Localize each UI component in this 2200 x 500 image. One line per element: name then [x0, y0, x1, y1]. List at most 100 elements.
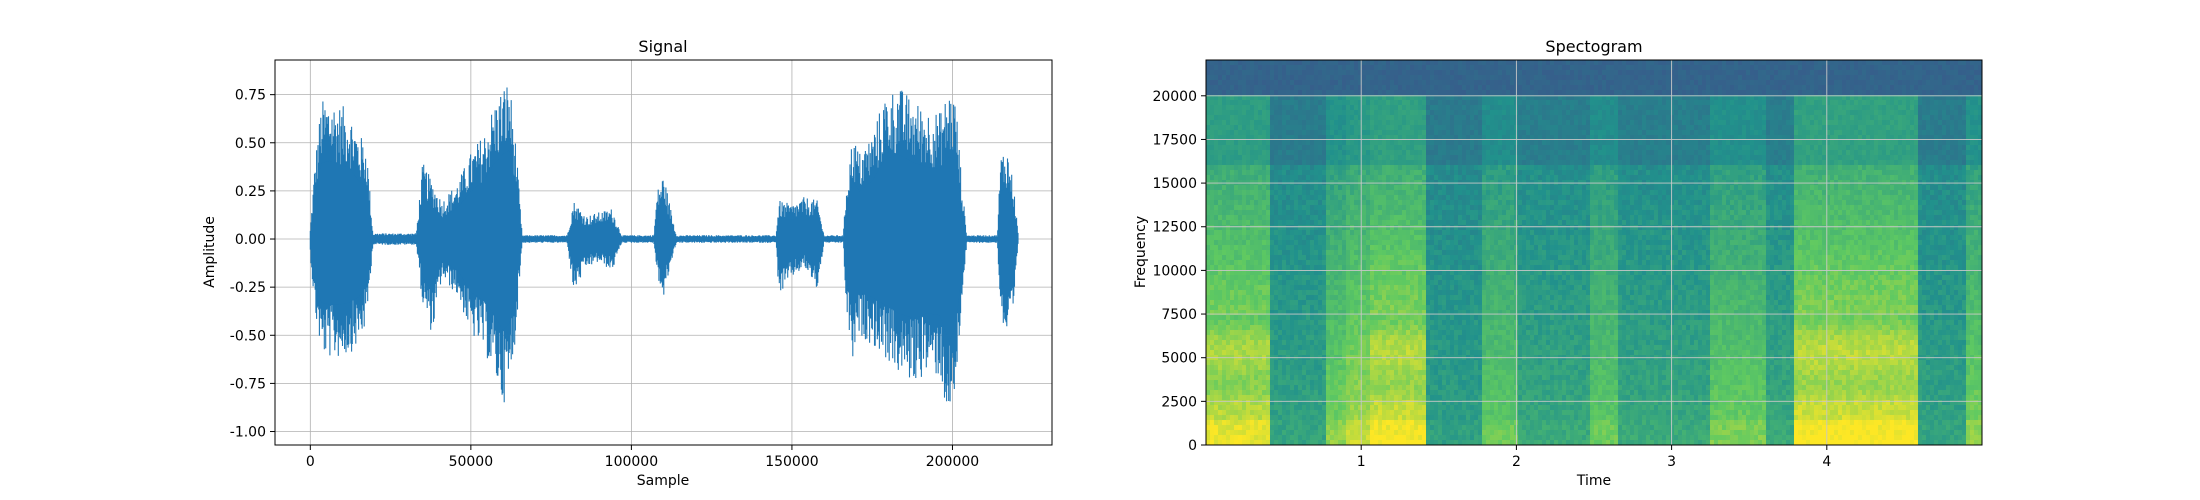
spectrogram-cell: [1410, 120, 1415, 126]
spectrogram-cell: [1330, 280, 1335, 286]
spectrogram-cell: [1406, 220, 1411, 226]
spectrogram-cell: [1322, 220, 1327, 226]
spectrogram-cell: [1250, 345, 1255, 351]
spectrogram-cell: [1378, 250, 1383, 256]
spectrogram-cell: [1422, 415, 1427, 421]
spectrogram-cell: [1234, 395, 1239, 401]
spectrogram-cell: [1226, 240, 1231, 246]
spectrogram-cell: [1214, 80, 1219, 86]
spectrogram-cell: [1346, 395, 1351, 401]
spectrogram-cell: [1274, 435, 1279, 441]
spectrogram-cell: [1406, 115, 1411, 121]
spectrogram-cell: [1450, 185, 1455, 191]
spectrogram-cell: [1282, 90, 1287, 96]
spectrogram-cell: [1338, 120, 1343, 126]
spectrogram-cell: [1390, 130, 1395, 136]
spectrogram-cell: [1454, 225, 1459, 231]
spectrogram-cell: [1334, 270, 1339, 276]
spectrogram-cell: [1246, 310, 1251, 316]
spectrogram-cell: [1286, 155, 1291, 161]
spectrogram-cell: [1262, 365, 1267, 371]
spectrogram-cell: [1366, 185, 1371, 191]
spectrogram-cell: [1346, 155, 1351, 161]
spectrogram-cell: [1342, 390, 1347, 396]
spectrogram-cell: [1446, 440, 1451, 445]
spectrogram-cell: [1454, 200, 1459, 206]
spectrogram-cell: [1450, 290, 1455, 296]
spectrogram-cell: [1226, 170, 1231, 176]
spectrogram-cell: [1458, 230, 1463, 236]
spectrogram-cell: [1450, 100, 1455, 106]
spectrogram-cell: [1426, 230, 1431, 236]
spectrogram-cell: [1322, 310, 1327, 316]
spectrogram-cell: [1222, 320, 1227, 326]
spectrogram-cell: [1342, 70, 1347, 76]
spectrogram-cell: [1358, 100, 1363, 106]
spectrogram-cell: [1338, 255, 1343, 261]
spectrogram-cell: [1458, 430, 1463, 436]
spectrogram-cell: [1370, 330, 1375, 336]
spectrogram-cell: [1334, 70, 1339, 76]
spectrogram-cell: [1218, 70, 1223, 76]
spectrogram-cell: [1426, 440, 1431, 445]
spectrogram-cell: [1270, 205, 1275, 211]
spectrogram-cell: [1254, 420, 1259, 426]
spectrogram-cell: [1354, 195, 1359, 201]
spectrogram-cell: [1370, 140, 1375, 146]
spectrogram-cell: [1402, 350, 1407, 356]
spectrogram-cell: [1346, 190, 1351, 196]
spectrogram-cell: [1426, 385, 1431, 391]
spectrogram-cell: [1406, 415, 1411, 421]
spectrogram-cell: [1454, 265, 1459, 271]
spectrogram-cell: [1426, 390, 1431, 396]
spectrogram-cell: [1454, 315, 1459, 321]
spectrogram-cell: [1430, 310, 1435, 316]
spectrogram-cell: [1402, 150, 1407, 156]
spectrogram-cell: [1322, 235, 1327, 241]
spectrogram-cell: [1402, 95, 1407, 101]
spectrogram-cell: [1366, 315, 1371, 321]
spectrogram-cell: [1442, 150, 1447, 156]
spectrogram-cell: [1418, 290, 1423, 296]
spectrogram-cell: [1386, 240, 1391, 246]
spectrogram-cell: [1446, 415, 1451, 421]
spectrogram-cell: [1358, 435, 1363, 441]
spectrogram-cell: [1338, 150, 1343, 156]
spectrogram-cell: [1402, 220, 1407, 226]
spectrogram-cell: [1238, 95, 1243, 101]
spectrogram-cell: [1214, 385, 1219, 391]
spectrogram-cell: [1418, 315, 1423, 321]
spectrogram-cell: [1386, 420, 1391, 426]
spectrogram-cell: [1330, 245, 1335, 251]
spectrogram-cell: [1302, 295, 1307, 301]
spectrogram-cell: [1234, 430, 1239, 436]
spectrogram-cell: [1222, 215, 1227, 221]
spectrogram-cell: [1410, 310, 1415, 316]
spectrogram-cell: [1386, 400, 1391, 406]
spectrogram-cell: [1418, 235, 1423, 241]
spectrogram-cell: [1374, 240, 1379, 246]
spectrogram-cell: [1446, 235, 1451, 241]
spectrogram-cell: [1394, 130, 1399, 136]
spectrogram-cell: [1318, 160, 1323, 166]
spectrogram-cell: [1450, 365, 1455, 371]
spectrogram-cell: [1354, 430, 1359, 436]
spectrogram-cell: [1286, 315, 1291, 321]
spectrogram-cell: [1450, 135, 1455, 141]
spectrogram-cell: [1326, 395, 1331, 401]
spectrogram-cell: [1450, 420, 1455, 426]
spectrogram-cell: [1422, 155, 1427, 161]
spectrogram-cell: [1354, 245, 1359, 251]
spectrogram-cell: [1250, 360, 1255, 366]
spectrogram-cell: [1266, 405, 1271, 411]
spectrogram-cell: [1442, 345, 1447, 351]
spectrogram-cell: [1318, 120, 1323, 126]
spectrogram-cell: [1378, 160, 1383, 166]
spectrogram-cell: [1282, 145, 1287, 151]
spectrogram-cell: [1442, 340, 1447, 346]
spectrogram-cell: [1210, 140, 1215, 146]
spectrogram-cell: [1270, 100, 1275, 106]
spectrogram-cell: [1214, 105, 1219, 111]
spectrogram-cell: [1234, 375, 1239, 381]
spectrogram-cell: [1370, 65, 1375, 71]
